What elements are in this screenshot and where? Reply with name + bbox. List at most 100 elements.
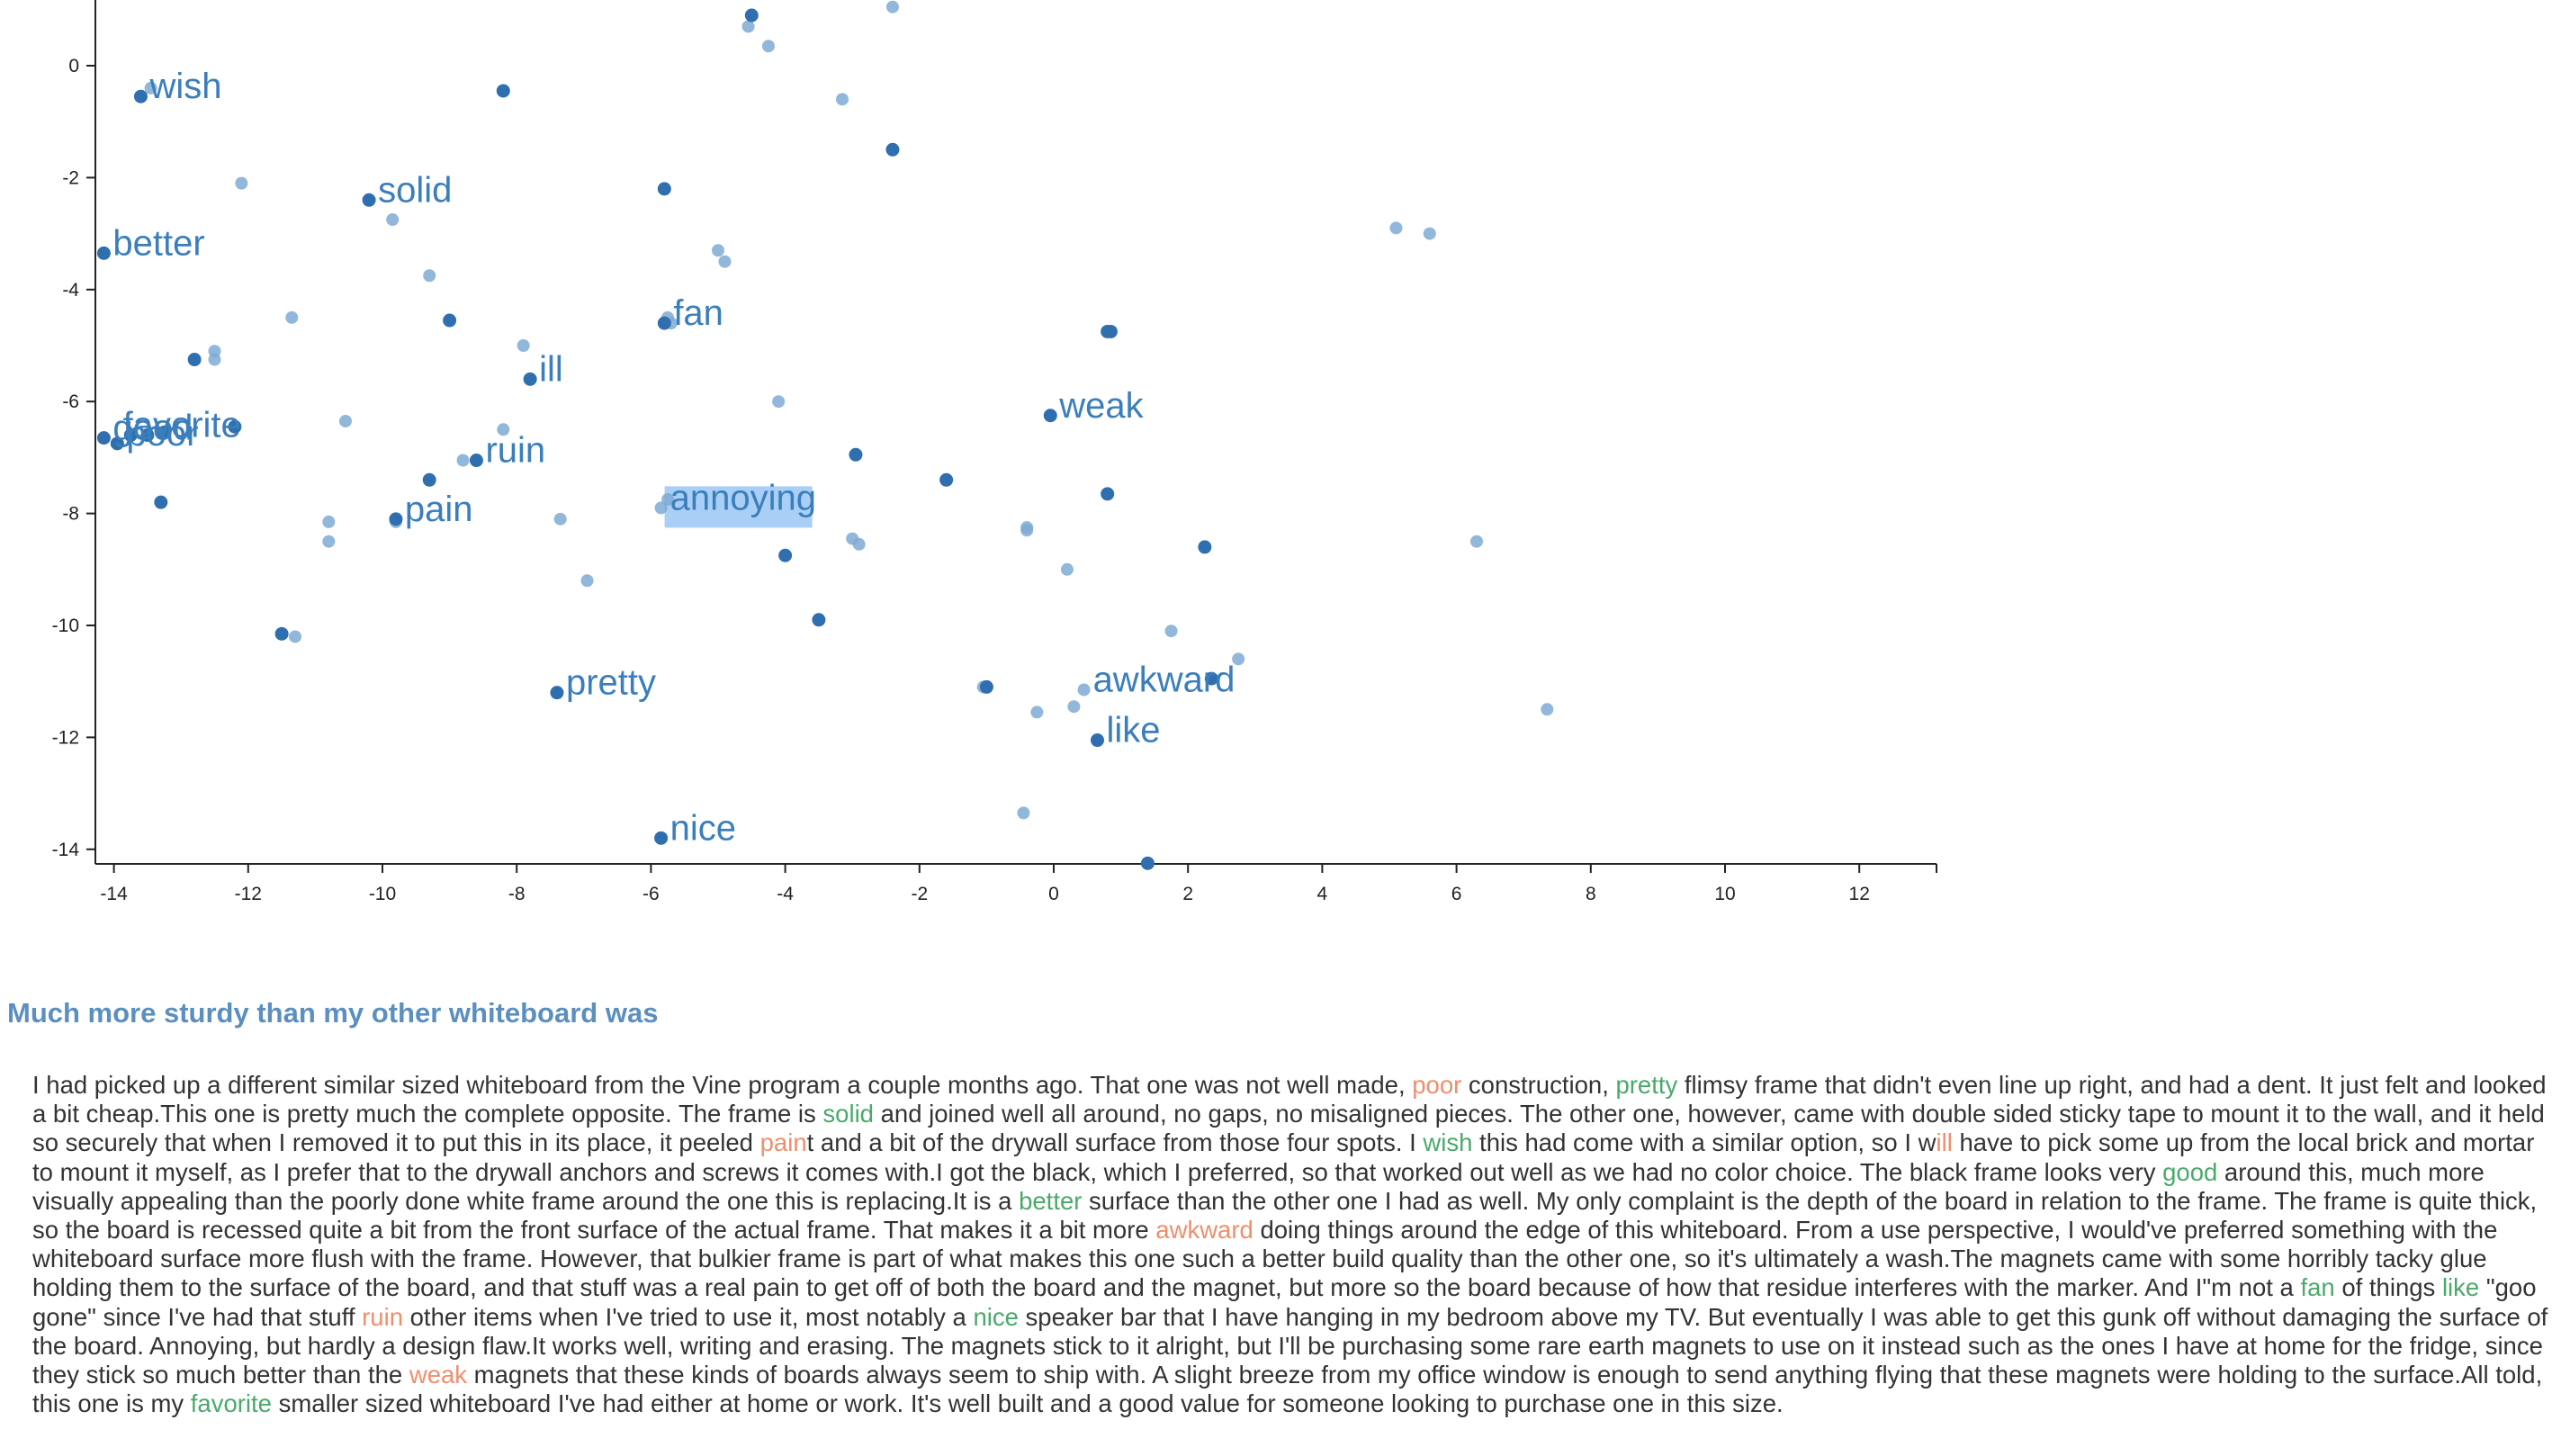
review-text-segment: smaller sized whiteboard I've had either… xyxy=(271,1389,1784,1418)
data-point-light xyxy=(322,535,336,548)
word-label-poor[interactable]: poor xyxy=(126,414,198,454)
word-label-awkward[interactable]: awkward xyxy=(1093,661,1236,700)
word-label-fan[interactable]: fan xyxy=(673,293,723,333)
data-point-light xyxy=(741,20,755,33)
y-tick-label: 0 xyxy=(68,56,79,76)
word-label-like[interactable]: like xyxy=(1106,711,1160,750)
sentiment-word-negative[interactable]: ruin xyxy=(362,1302,403,1331)
data-point-light xyxy=(654,501,668,515)
x-tick-label: 6 xyxy=(1451,884,1462,904)
data-point-light xyxy=(423,269,436,283)
sentiment-word-positive[interactable]: solid xyxy=(822,1100,874,1128)
word-label-favorite[interactable]: favorite xyxy=(123,406,241,445)
review-text-segment: magnets that these kinds of boards alway… xyxy=(32,1361,2543,1418)
word-label-wish[interactable]: wish xyxy=(148,67,221,106)
word-label-pain[interactable]: pain xyxy=(405,490,473,529)
data-point-dark xyxy=(979,679,993,694)
x-tick-label: 0 xyxy=(1048,884,1059,904)
x-tick-label: -4 xyxy=(777,884,794,904)
data-point-dark xyxy=(1043,409,1057,423)
y-tick-label: -12 xyxy=(52,727,79,748)
data-point-light xyxy=(1232,652,1245,666)
data-point-light xyxy=(1060,562,1074,576)
data-point-light xyxy=(661,493,675,507)
data-point-dark xyxy=(1090,733,1104,748)
word-label-good[interactable]: good xyxy=(112,409,193,448)
review-text-segment: and joined well all around, no gaps, no … xyxy=(32,1100,2545,1157)
data-point-dark xyxy=(157,425,172,439)
review-text-segment: construction, xyxy=(1461,1071,1616,1099)
y-tick-label: -10 xyxy=(52,616,79,636)
data-point-light xyxy=(497,423,510,436)
sentiment-word-positive[interactable]: wish xyxy=(1423,1128,1473,1157)
word-label-weak[interactable]: weak xyxy=(1058,386,1144,426)
data-point-light xyxy=(1077,683,1091,697)
sentiment-word-positive[interactable]: favorite xyxy=(190,1389,272,1418)
x-tick-label: -10 xyxy=(369,884,396,904)
word-label-ruin[interactable]: ruin xyxy=(485,431,545,471)
review-body: I had picked up a different similar size… xyxy=(32,1071,2552,1418)
x-tick-label: -6 xyxy=(642,884,660,904)
data-point-light xyxy=(1469,535,1483,548)
data-point-light xyxy=(456,454,470,467)
data-point-dark xyxy=(939,472,954,487)
sentiment-word-positive[interactable]: pretty xyxy=(1615,1071,1678,1099)
word-label-pretty[interactable]: pretty xyxy=(566,663,656,703)
data-point-dark xyxy=(1198,540,1212,554)
data-point-dark xyxy=(1204,671,1218,686)
data-point-dark xyxy=(123,428,138,443)
x-tick-label: 10 xyxy=(1714,884,1735,904)
data-point-dark xyxy=(96,431,111,445)
data-point-light xyxy=(144,81,157,94)
review-text-segment: I had picked up a different similar size… xyxy=(32,1071,1413,1099)
data-point-light xyxy=(208,353,221,366)
sentiment-word-positive[interactable]: better xyxy=(1019,1186,1083,1215)
sentiment-word-negative[interactable]: ill xyxy=(1936,1128,1953,1157)
embedding-scatter-chart: -14 -12 -10 -8 -6 -4 -2 0 2 4 6 8 10 12 0 -2 -4 -6 -8 -10 -1… xyxy=(52,0,1937,904)
data-point-dark xyxy=(849,447,863,462)
data-point-light xyxy=(1389,221,1403,235)
data-point-light xyxy=(386,213,400,227)
data-point-dark xyxy=(523,372,537,386)
label-highlight xyxy=(664,486,813,528)
sentiment-word-negative[interactable]: pain xyxy=(759,1128,807,1157)
data-point-dark xyxy=(744,8,759,22)
data-point-dark xyxy=(443,313,457,328)
data-point-light xyxy=(1067,700,1081,714)
data-point-light xyxy=(772,395,786,409)
data-point-dark xyxy=(110,436,124,451)
word-label-nice[interactable]: nice xyxy=(670,808,736,848)
sentiment-word-negative[interactable]: awkward xyxy=(1155,1216,1254,1245)
data-point-dark xyxy=(654,831,669,845)
y-tick-label: -6 xyxy=(62,391,79,412)
x-tick-label: 4 xyxy=(1317,884,1328,904)
data-point-dark xyxy=(550,686,564,700)
sentiment-word-positive[interactable]: like xyxy=(2441,1273,2480,1302)
sentiment-word-negative[interactable]: poor xyxy=(1412,1071,1462,1099)
x-tick-label: -8 xyxy=(508,884,526,904)
data-point-light xyxy=(553,512,567,526)
review-text-segment: speaker bar that I have hanging in my be… xyxy=(32,1302,2548,1389)
data-point-light xyxy=(235,176,248,190)
x-tick-label: -14 xyxy=(100,884,128,904)
data-point-dark xyxy=(362,193,376,207)
word-label-annoying[interactable]: annoying xyxy=(670,478,816,517)
data-point-light xyxy=(338,414,352,427)
word-label-ill[interactable]: ill xyxy=(539,349,563,389)
data-point-light xyxy=(761,40,775,53)
data-point-dark xyxy=(133,89,148,103)
data-point-dark xyxy=(1101,324,1115,338)
data-point-light xyxy=(285,310,299,324)
sentiment-word-positive[interactable]: fan xyxy=(2300,1273,2335,1302)
data-point-light xyxy=(1020,524,1034,537)
data-point-light xyxy=(718,255,732,268)
data-point-light xyxy=(1017,806,1030,820)
word-label-solid[interactable]: solid xyxy=(378,170,452,210)
data-point-dark xyxy=(657,316,671,330)
sentiment-word-positive[interactable]: good xyxy=(2162,1157,2218,1186)
scatter-plot-svg: -14 -12 -10 -8 -6 -4 -2 0 2 4 6 8 10 12 0 -2 -4 -6 -8 -10 -1… xyxy=(52,0,1937,904)
word-label-better[interactable]: better xyxy=(112,223,204,263)
y-tick-label: -14 xyxy=(52,840,80,860)
sentiment-word-negative[interactable]: weak xyxy=(409,1361,468,1389)
sentiment-word-positive[interactable]: nice xyxy=(973,1302,1019,1331)
